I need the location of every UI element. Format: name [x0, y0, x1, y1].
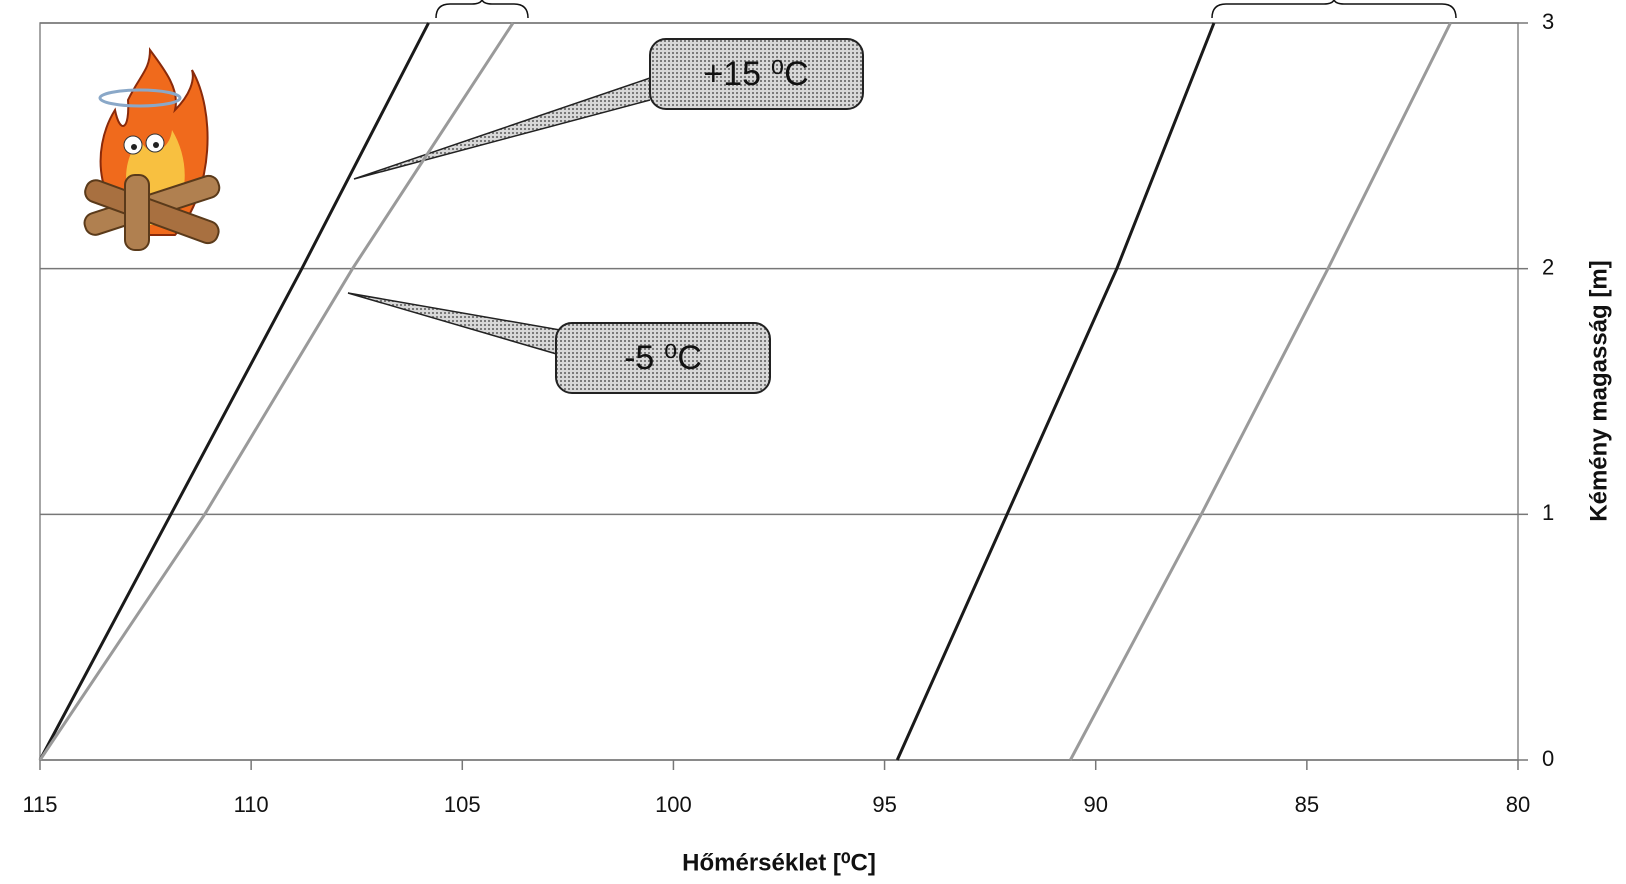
- annotation: -5 ⁰C: [624, 339, 702, 377]
- x-tick-label: 90: [1083, 792, 1107, 817]
- brace: [1212, 0, 1456, 18]
- brace: [436, 0, 528, 18]
- x-tick-label: 80: [1506, 792, 1530, 817]
- y-tick-label: 0: [1542, 746, 1554, 771]
- annotation: +15 ⁰C: [703, 55, 808, 93]
- x-tick-label: 100: [655, 792, 692, 817]
- x-tick-label: 105: [444, 792, 481, 817]
- x-tick-label: 85: [1295, 792, 1319, 817]
- x-tick-label: 110: [234, 792, 269, 817]
- x-axis-title: Hőmérséklet [⁰C]: [682, 849, 876, 876]
- chart: +15 ⁰C -5 ⁰C Hőmérséklet [⁰C] Kémény mag…: [0, 0, 1626, 884]
- plot-area: [40, 23, 1518, 760]
- y-axis-title: Kémény magasság [m]: [1585, 260, 1612, 521]
- y-tick-label: 1: [1542, 500, 1554, 525]
- y-tick-label: 2: [1542, 254, 1554, 279]
- x-tick-label: 115: [22, 792, 57, 817]
- x-tick-label: 95: [872, 792, 896, 817]
- y-tick-label: 3: [1542, 9, 1554, 34]
